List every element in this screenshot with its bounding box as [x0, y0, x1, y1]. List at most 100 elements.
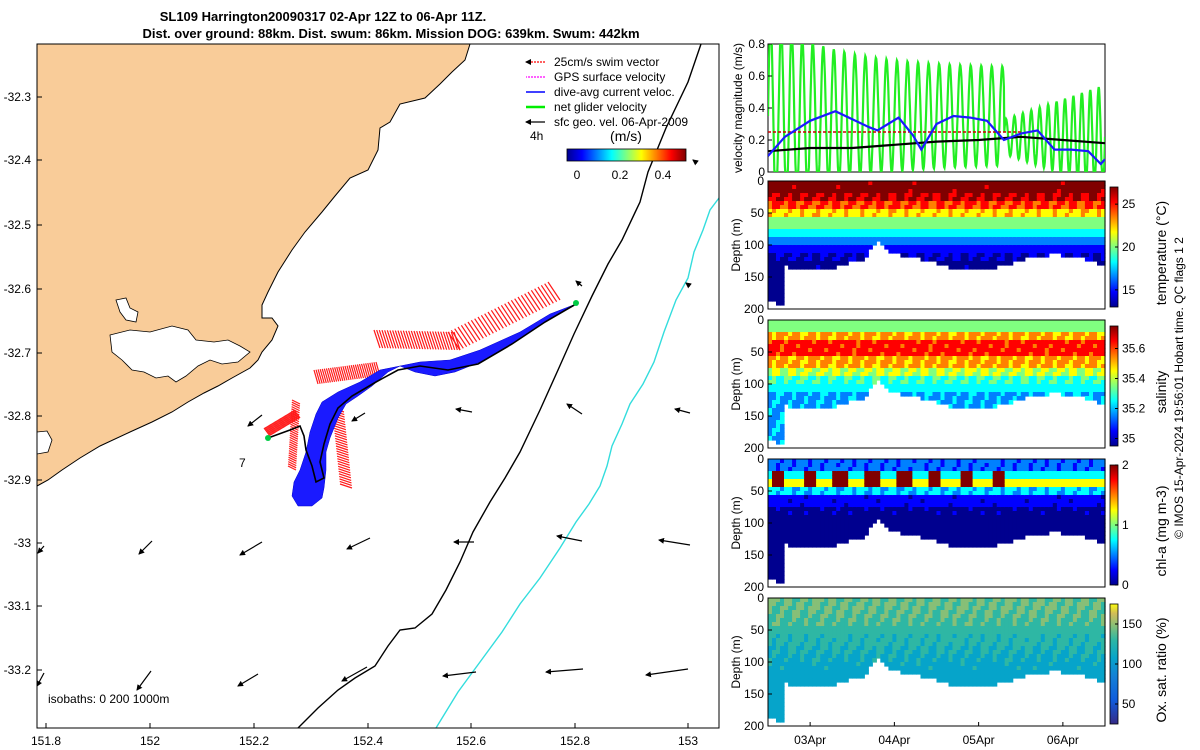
swim-vector	[265, 426, 273, 436]
profile-cell	[960, 253, 966, 258]
profile-cell	[940, 471, 946, 476]
profile-cell	[864, 197, 869, 202]
profile-cell	[1016, 340, 1022, 345]
profile-cell	[1064, 376, 1070, 381]
profile-cell	[1004, 205, 1010, 210]
profile-cell	[968, 491, 974, 496]
profile-cell	[804, 511, 809, 516]
profile-cell	[1060, 336, 1066, 341]
profile-cell	[820, 368, 825, 373]
colorbar-tick-1: 0.2	[612, 168, 629, 182]
profile-cell	[1056, 189, 1062, 194]
profile-cell	[944, 491, 950, 496]
profile-cell	[904, 249, 909, 254]
profile-cell	[1097, 324, 1102, 329]
profile-cell	[880, 237, 885, 242]
profile-cell	[968, 348, 974, 353]
profile-cell	[832, 392, 837, 397]
profile-cell	[1060, 217, 1066, 222]
profile-cell	[916, 336, 921, 341]
profile-cell	[1028, 237, 1034, 242]
profile-cell	[996, 384, 1002, 389]
profile-cell	[840, 527, 845, 532]
profile-cell	[832, 189, 837, 194]
profile-cell	[940, 348, 946, 353]
profile-cell	[888, 511, 893, 516]
profile-cell	[976, 197, 982, 202]
profile-cell	[840, 400, 845, 405]
profile-cell	[1032, 360, 1038, 365]
swim-vector	[358, 363, 365, 379]
profile-cell	[928, 201, 934, 206]
profile-cell	[828, 539, 833, 544]
swim-vector	[402, 330, 410, 349]
profile-cell	[964, 340, 970, 345]
profile-cell	[964, 388, 970, 393]
profile-cell	[988, 543, 994, 548]
profile-cell	[884, 475, 889, 480]
profile-cell	[1093, 392, 1098, 397]
profile-cell	[804, 241, 809, 246]
swim-vector	[284, 415, 292, 424]
profile-cell	[1052, 201, 1058, 206]
profile-cell	[876, 475, 881, 480]
profile-cell	[888, 352, 893, 357]
profile-cell	[928, 396, 934, 401]
profile-cell	[792, 348, 797, 353]
profile-cell	[776, 519, 781, 524]
profile-cell	[948, 523, 954, 528]
profile-cell	[1012, 181, 1018, 186]
profile-cell	[892, 507, 897, 512]
profile-cell	[892, 372, 897, 377]
profile-cell	[960, 209, 966, 214]
profile-cell	[900, 515, 905, 520]
profile-cell	[896, 471, 901, 476]
profile-cell	[1004, 261, 1010, 266]
profile-cell	[912, 487, 917, 492]
profile-cell	[872, 499, 877, 504]
profile-cell	[864, 344, 869, 349]
profile-cell	[904, 384, 909, 389]
profile-cell	[948, 463, 954, 468]
profile-cell	[912, 519, 917, 524]
profile-cell	[816, 459, 821, 464]
profile-cell	[884, 467, 889, 472]
profile-cell	[1048, 209, 1054, 214]
profile-cell	[936, 511, 942, 516]
profile-cell	[964, 205, 970, 210]
profile-cell	[1089, 233, 1094, 238]
profile-cell	[900, 392, 905, 397]
profile-cell	[988, 344, 994, 349]
profile-cell	[848, 201, 853, 206]
profile-cell	[1101, 340, 1106, 345]
profile-cell	[840, 320, 845, 325]
profile-cell	[1016, 205, 1022, 210]
profile-cell	[1012, 360, 1018, 365]
profile-cell	[928, 364, 934, 369]
profile-cell	[808, 360, 813, 365]
profile-cell	[940, 249, 946, 254]
profile-cell	[1052, 233, 1058, 238]
lon-tick: 153	[678, 734, 698, 748]
profile-cell	[852, 193, 857, 198]
profile-cell	[1004, 376, 1010, 381]
profile-cell	[872, 221, 877, 226]
profile-cell	[912, 499, 917, 504]
profile-cell	[992, 356, 998, 361]
velocity-ylabel: velocity magnitude (m/s)	[731, 43, 745, 173]
profile-cell	[1020, 356, 1026, 361]
profile-cell	[812, 257, 817, 262]
profile-cell	[1040, 229, 1046, 234]
profile-cell	[916, 368, 921, 373]
profile-cell	[1089, 380, 1094, 385]
profile-cell	[832, 459, 837, 464]
profile-cell	[868, 205, 873, 210]
profile-cell	[824, 257, 829, 262]
profile-cell	[916, 503, 921, 508]
profile-cell	[772, 432, 777, 437]
profile-cell	[940, 384, 946, 389]
profile-cell	[908, 229, 913, 234]
profile-cell	[780, 519, 785, 524]
profile-cell	[960, 376, 966, 381]
profile-cell	[772, 475, 777, 480]
